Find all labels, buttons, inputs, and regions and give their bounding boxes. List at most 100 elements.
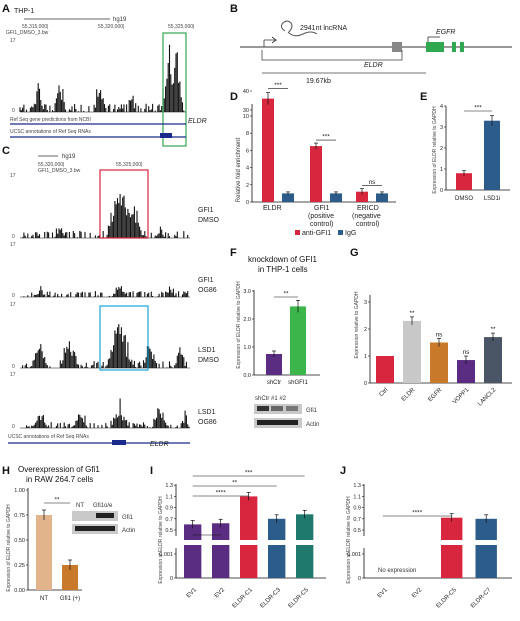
j-tick-high-label-0: 0.5: [353, 528, 361, 534]
chart-h: 0.00 0.25 0.50 0.75 1.00 NT Gfi1 (+) **: [14, 488, 82, 602]
coord-mid: 55,320,000|: [98, 24, 124, 30]
track-a-signal: [19, 44, 185, 112]
track-name: GFI1_DMSO_3.bw: [6, 30, 49, 36]
d-1-sig: ***: [322, 134, 330, 141]
y-axis-label-f: Expression of ELDR relative to GAPDH: [236, 281, 242, 369]
chart-f: 0.0 1.0 2.0 3.0 shCtr shGFI1 **: [243, 289, 320, 386]
chart-j: 0 0.001 0.5 0.7 0.9 1.1 1.3 EV1 EV2 ELDR-C5 ELDR-C…: [347, 483, 512, 610]
blot-band-actin-f: [257, 420, 298, 425]
eldr-span: [261, 50, 403, 61]
panel-b: B 2941nt lncRNA EGFR ELDR 19.67kb: [230, 3, 512, 85]
d-0-sig: ***: [274, 82, 282, 89]
panel-label-c: C: [2, 145, 10, 157]
blot-header-h-oe: Gfi1o/e: [93, 503, 113, 509]
i-tick-high-label-3: 1.1: [165, 494, 173, 500]
y-axis-label-h: Expression of ELDR relative to GAPDH: [6, 504, 12, 592]
y-axis-label-g: Expression relative to GAPDH: [354, 291, 360, 358]
refseq-label: Ref Seq gene predictions from NCBI: [10, 117, 91, 123]
g-bar-0: [376, 356, 394, 383]
legend-swatch-igg: [338, 230, 343, 235]
y-axis-label-e: Expression of ELDR relative to GAPDH: [432, 106, 438, 194]
g-y-tick-label-0: 0: [364, 381, 367, 387]
i-bar-1: [212, 523, 230, 578]
i-tick-high-label-0: 0.5: [165, 528, 173, 534]
i-tick-low-label-1: 0.001: [159, 552, 173, 558]
track3-label1: LSD1: [198, 347, 216, 354]
d-y-tick-label-2: 4: [246, 166, 249, 172]
g-bar-3: [457, 360, 475, 383]
panel-e: E Expression of ELDR relative to GAPDH 0…: [420, 91, 510, 202]
blot-band-f-2: [271, 406, 283, 411]
highlight-box-gfi1: [99, 169, 149, 239]
panel-a-cell-line: THP-1: [14, 8, 34, 15]
highlight-box: [162, 32, 187, 147]
j-x-label-1: EV2: [411, 587, 424, 600]
f-y-tick-label-2: 2.0: [243, 317, 251, 323]
gene-model: [160, 133, 172, 138]
egfr-exon-1: [426, 42, 444, 52]
coord-start-c: 55,320,000|: [38, 162, 64, 168]
gene-name-c: ELDR: [150, 441, 169, 448]
track1-label2: DMSO: [198, 217, 220, 224]
track2-ymax: 17: [10, 242, 16, 248]
lncrna-label: 2941nt lncRNA: [300, 25, 347, 32]
j-tick-high-label-4: 1.3: [353, 483, 361, 489]
f-x-label-1: shGFI1: [288, 380, 308, 386]
e-y-tick-label-2: 2: [440, 146, 443, 152]
track-c-1-signal: [22, 194, 189, 238]
i-1-sig: ****: [216, 490, 227, 497]
d-bar-igg-2: [376, 193, 388, 202]
j-tick-low-label-1: 0.001: [347, 552, 361, 558]
h-y-tick-label-3: 0.75: [14, 513, 25, 519]
i-bar-0: [184, 524, 202, 578]
g-sig-3: ns: [463, 349, 471, 356]
blot-label-actin-f: Actin: [306, 422, 319, 428]
panel-label-g: G: [350, 247, 359, 259]
j-tick-high-label-1: 0.7: [353, 517, 361, 523]
chart-g: 0 1 2 3 Ctrl ** ELDR ns EGFR ns VOPP1 ** LANCL2: [364, 295, 512, 407]
h-sig: **: [54, 497, 60, 504]
blot-band-f-1: [257, 406, 269, 411]
i-x-label-1: EV2: [214, 587, 227, 600]
gene-model-c: [112, 440, 126, 445]
i-axis-break-0: [183, 540, 203, 545]
d-y-tick-label-5: 10: [243, 114, 249, 120]
gene-name-a: ELDR: [188, 118, 207, 125]
y-axis-label-i: Expression of ELDR relative to GAPDH: [158, 496, 164, 584]
title-h-2: in RAW 264.7 cells: [26, 475, 93, 484]
y-axis-label-d: Relative fold enrichment: [236, 137, 242, 202]
e-bar-1: [484, 120, 500, 190]
track2-ymin: 0: [12, 293, 15, 299]
title-f-1: knockdown of GFI1: [248, 255, 317, 264]
track-name-c: GFI1_DMSO_3.bw: [38, 168, 81, 174]
i-bar-4: [296, 514, 314, 578]
h-y-tick-label-0: 0.00: [14, 588, 25, 594]
g-bar-2: [430, 342, 448, 383]
e-y-tick-label-0: 0: [440, 188, 443, 194]
d-bar-anti-2: [356, 191, 368, 202]
legend-igg: IgG: [345, 230, 356, 237]
panel-label-h: H: [2, 465, 10, 477]
j-tick-high-label-2: 0.9: [353, 506, 361, 512]
d-y-tick-label-3: 6: [246, 148, 249, 154]
f-y-tick-label-1: 1.0: [243, 345, 251, 351]
group-label-eldr: ELDR: [263, 205, 282, 212]
panel-label-e: E: [420, 91, 427, 103]
d-y-tick-label-7: 40: [243, 89, 249, 95]
g-sig-1: **: [409, 310, 415, 317]
g-bar-4: [484, 337, 502, 383]
panel-g: G Expression relative to GAPDH 0 1 2 3 Ctrl *…: [350, 247, 512, 407]
e-y-tick-label-1: 1: [440, 167, 443, 173]
i-tick-high-label-2: 0.9: [165, 506, 173, 512]
egfr-exon-2: [452, 42, 456, 52]
track4-ymax: 17: [10, 372, 16, 378]
assembly-label-c: hg19: [62, 154, 76, 160]
assembly-label: hg19: [113, 17, 127, 23]
i-axis-break-2: [239, 540, 259, 545]
d-bar-igg-1: [330, 193, 342, 202]
coord-end-c: 55,325,000|: [116, 162, 142, 168]
e-y-tick-label-4: 4: [440, 104, 443, 110]
